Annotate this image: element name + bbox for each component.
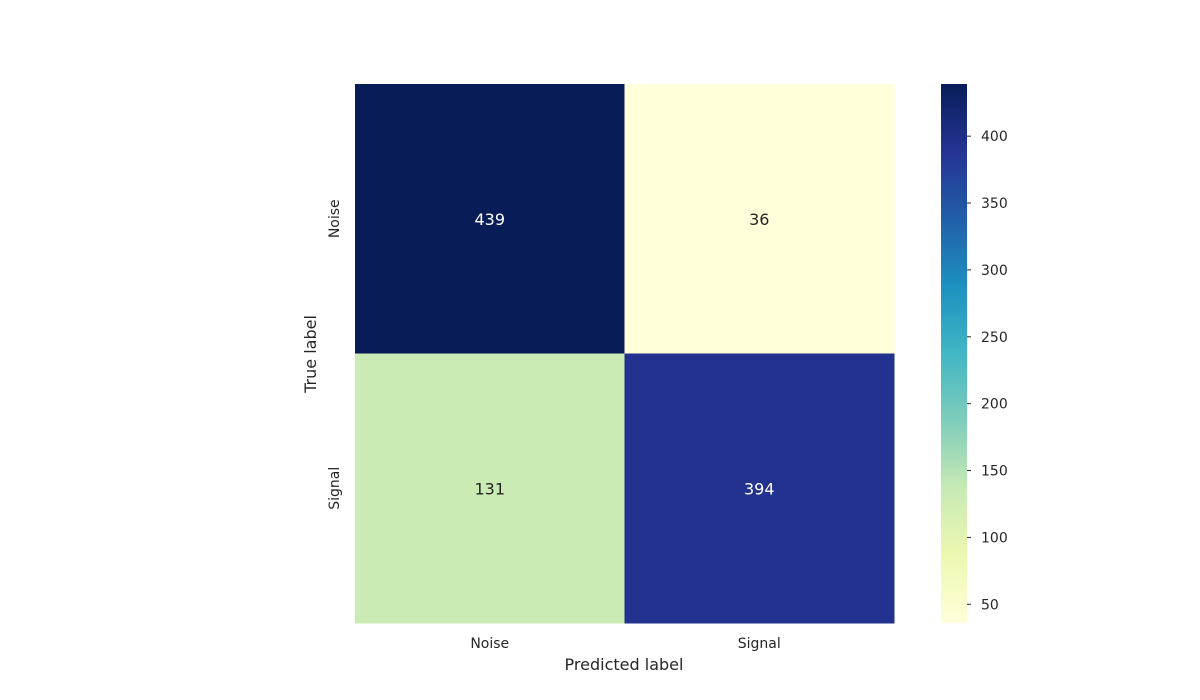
heatmap-cell — [355, 84, 625, 354]
colorbar-tick-label: 350 — [981, 196, 1008, 212]
heatmap-cell-label: 131 — [474, 479, 505, 498]
heatmap-cell — [355, 353, 625, 624]
colorbar-tick-label: 300 — [981, 263, 1008, 279]
heatmap-cell — [624, 84, 895, 354]
y-axis-ticks: Noise Signal — [327, 199, 343, 509]
colorbar-tick-label: 150 — [981, 464, 1008, 480]
heatmap-cell-label: 439 — [474, 210, 505, 229]
heatmap-cell-labels: 439 36 131 394 — [474, 210, 774, 499]
colorbar — [941, 84, 967, 623]
colorbar-ticks: 50 100 150 200 250 300 350 400 — [967, 129, 1008, 613]
heatmap-cells — [355, 84, 895, 624]
x-axis-ticks: Noise Signal — [470, 636, 780, 652]
heatmap-cell — [624, 353, 895, 624]
colorbar-tick-label: 400 — [981, 129, 1008, 145]
x-tick-label: Noise — [470, 636, 509, 652]
y-axis-label: True label — [301, 315, 320, 394]
x-tick-label: Signal — [738, 636, 781, 652]
colorbar-tick-label: 250 — [981, 330, 1008, 346]
colorbar-tick-label: 100 — [981, 530, 1008, 546]
colorbar-tick-label: 200 — [981, 397, 1008, 413]
y-tick-label: Noise — [327, 199, 343, 238]
y-tick-label: Signal — [327, 467, 343, 510]
colorbar-tick-label: 50 — [981, 597, 999, 613]
heatmap-cell-label: 36 — [749, 210, 769, 229]
heatmap-cell-label: 394 — [744, 479, 775, 498]
x-axis-label: Predicted label — [565, 655, 684, 674]
